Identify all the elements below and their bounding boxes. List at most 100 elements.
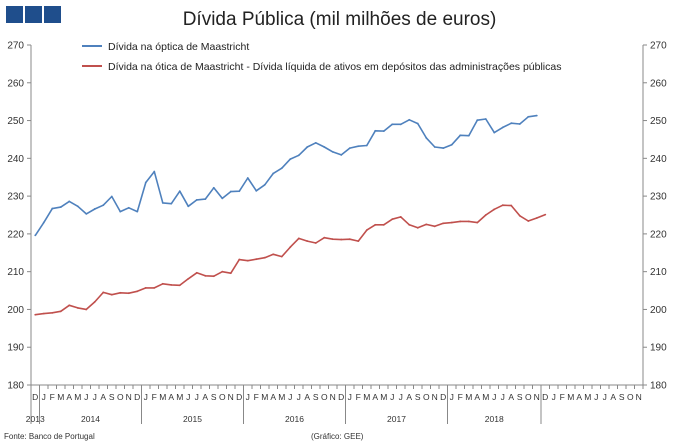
- x-month-label: A: [372, 392, 378, 402]
- data-point-series-1: [484, 118, 487, 120]
- y-tick-label-left: 210: [7, 267, 24, 278]
- y-tick-label-left: 250: [7, 116, 24, 127]
- x-month-label: A: [576, 392, 582, 402]
- x-month-label: D: [32, 392, 38, 402]
- legend-item-maastricht: Dívida na óptica de Maastricht: [82, 41, 249, 53]
- data-point-series-1: [136, 210, 139, 213]
- x-month-label: J: [594, 392, 598, 402]
- data-point-series-1: [433, 146, 436, 148]
- x-month-label: O: [627, 392, 634, 402]
- x-month-label: M: [74, 392, 81, 402]
- data-point-series-2: [544, 213, 547, 216]
- data-point-series-1: [306, 146, 309, 148]
- data-point-series-1: [76, 205, 79, 208]
- data-point-series-2: [459, 220, 462, 223]
- x-month-label: N: [126, 392, 132, 402]
- data-point-series-2: [85, 308, 88, 311]
- data-point-series-1: [357, 145, 360, 148]
- data-point-series-2: [527, 220, 530, 222]
- y-tick-label-right: 250: [650, 116, 667, 127]
- legend-line-red: [82, 65, 102, 68]
- y-tick-label-left: 180: [7, 381, 24, 392]
- x-month-label: F: [458, 392, 463, 402]
- x-year-label: 2015: [183, 414, 202, 424]
- x-month-label: A: [270, 392, 276, 402]
- y-tick-label-right: 230: [650, 192, 667, 203]
- x-month-label: J: [93, 392, 97, 402]
- x-month-label: S: [313, 392, 319, 402]
- data-point-series-2: [382, 223, 385, 226]
- data-point-series-2: [348, 238, 351, 241]
- x-month-label: J: [144, 392, 148, 402]
- x-month-label: N: [636, 392, 642, 402]
- data-point-series-2: [119, 291, 122, 294]
- x-month-label: O: [423, 392, 430, 402]
- data-point-series-1: [238, 190, 241, 193]
- data-point-series-2: [204, 274, 207, 277]
- x-month-label: A: [474, 392, 480, 402]
- data-point-series-2: [153, 287, 156, 289]
- data-point-series-2: [195, 271, 198, 274]
- data-point-series-1: [170, 202, 173, 205]
- data-point-series-1: [340, 154, 343, 156]
- data-point-series-2: [51, 311, 54, 314]
- data-point-series-1: [518, 123, 521, 125]
- x-month-label: S: [211, 392, 217, 402]
- data-point-series-1: [323, 146, 326, 148]
- x-month-label: A: [202, 392, 208, 402]
- data-point-series-1: [425, 137, 428, 139]
- logo-square-2: [25, 6, 42, 23]
- data-point-series-1: [119, 210, 122, 213]
- data-point-series-2: [238, 258, 241, 261]
- data-point-series-2: [416, 226, 419, 229]
- series-line-1: [34, 114, 537, 236]
- data-point-series-2: [518, 214, 521, 217]
- x-month-label: D: [440, 392, 446, 402]
- data-point-series-2: [501, 204, 504, 207]
- data-point-series-2: [76, 307, 79, 309]
- data-point-series-2: [391, 218, 394, 221]
- data-point-series-1: [442, 147, 445, 150]
- x-month-label: M: [465, 392, 472, 402]
- x-month-label: O: [219, 392, 226, 402]
- data-point-series-2: [127, 292, 130, 295]
- x-month-label: J: [84, 392, 88, 402]
- x-month-label: M: [380, 392, 387, 402]
- x-month-label: A: [168, 392, 174, 402]
- x-month-label: D: [134, 392, 140, 402]
- x-month-label: M: [278, 392, 285, 402]
- data-point-series-1: [493, 131, 496, 134]
- data-point-series-1: [187, 205, 190, 208]
- x-month-label: M: [176, 392, 183, 402]
- data-point-series-2: [306, 240, 309, 242]
- data-point-series-2: [221, 270, 224, 273]
- data-point-series-1: [110, 195, 113, 198]
- x-month-label: N: [330, 392, 336, 402]
- x-month-label: J: [288, 392, 292, 402]
- data-point-series-2: [450, 221, 453, 224]
- logo-square-1: [6, 6, 23, 23]
- x-month-label: J: [399, 392, 403, 402]
- x-month-label: S: [619, 392, 625, 402]
- data-point-series-1: [314, 141, 317, 144]
- x-month-label: S: [517, 392, 523, 402]
- data-point-series-1: [476, 119, 479, 122]
- data-point-series-2: [263, 256, 266, 259]
- data-point-series-1: [93, 208, 96, 210]
- data-point-series-1: [535, 114, 538, 117]
- x-month-label: A: [406, 392, 412, 402]
- data-point-series-2: [187, 277, 190, 280]
- x-month-label: O: [321, 392, 328, 402]
- x-year-label: 2014: [81, 414, 100, 424]
- data-point-series-2: [289, 246, 292, 249]
- data-point-series-1: [153, 170, 156, 173]
- data-point-series-2: [297, 237, 300, 240]
- legend-line-blue: [82, 45, 102, 48]
- data-point-series-2: [34, 313, 37, 316]
- data-point-series-2: [433, 225, 436, 228]
- data-point-series-2: [59, 310, 62, 313]
- legend-item-net-debt: Dívida na ótica de Maastricht - Dívida l…: [82, 61, 561, 73]
- data-point-series-1: [221, 197, 224, 200]
- x-month-label: A: [610, 392, 616, 402]
- data-point-series-1: [297, 154, 300, 157]
